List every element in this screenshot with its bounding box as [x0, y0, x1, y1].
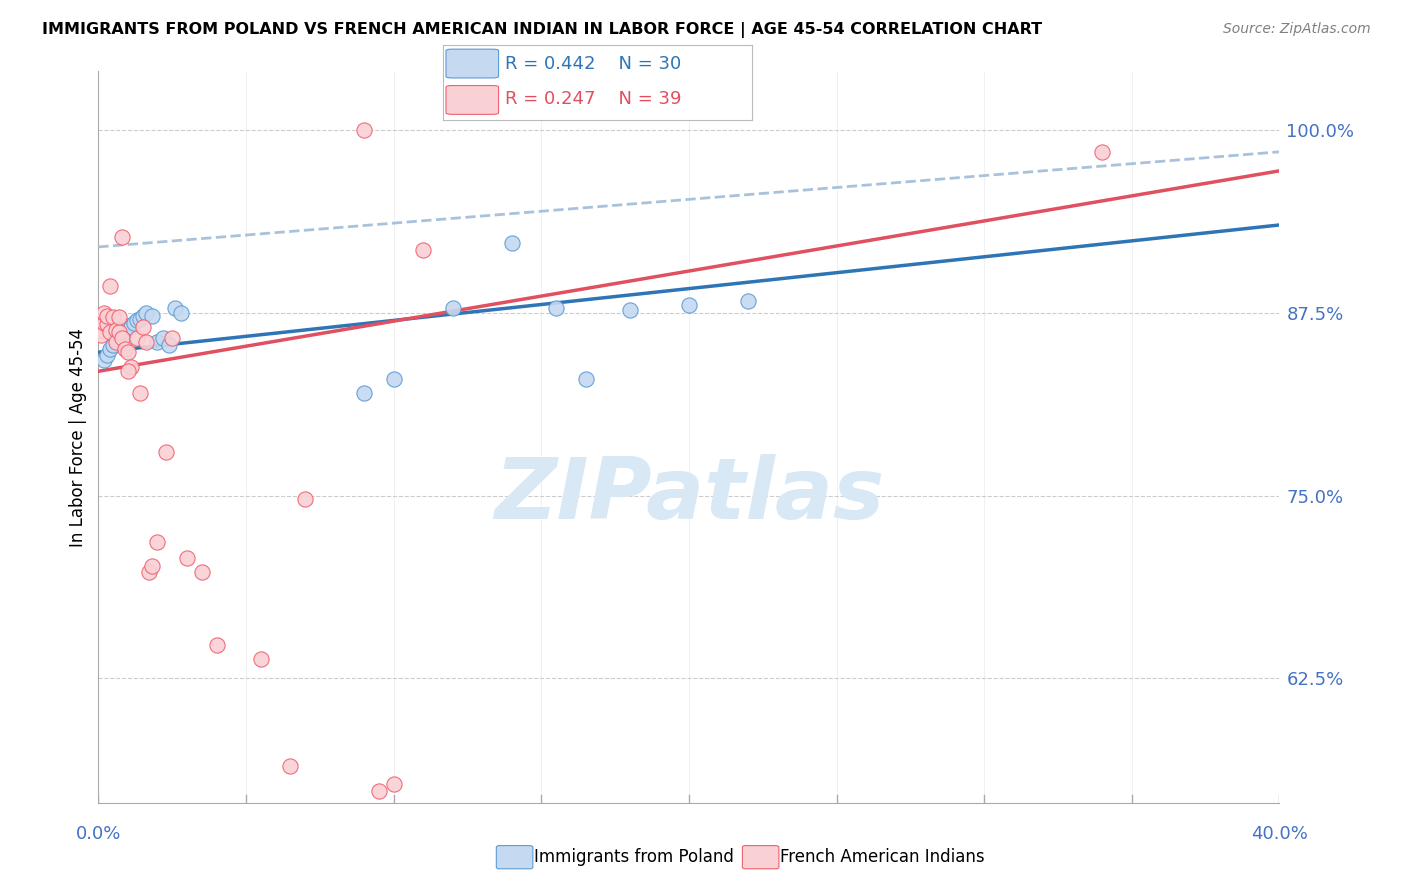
Point — [353, 123, 375, 137]
Point — [98, 343, 121, 357]
FancyBboxPatch shape — [446, 86, 499, 114]
Point — [108, 325, 131, 339]
Point — [152, 330, 174, 344]
Point — [108, 327, 131, 342]
Text: ZIPatlas: ZIPatlas — [494, 454, 884, 537]
Point — [162, 330, 183, 344]
Point — [96, 348, 118, 362]
Point — [117, 364, 139, 378]
Point — [93, 352, 115, 367]
Point — [146, 334, 169, 349]
Point — [103, 338, 125, 352]
Point — [117, 318, 139, 333]
Point — [111, 330, 134, 344]
Point — [105, 323, 128, 337]
Point — [138, 565, 160, 579]
Point — [546, 301, 568, 316]
Text: Source: ZipAtlas.com: Source: ZipAtlas.com — [1223, 22, 1371, 37]
Point — [294, 491, 316, 506]
Point — [90, 327, 112, 342]
Point — [114, 343, 136, 357]
Point — [368, 784, 391, 798]
Text: R = 0.247    N = 39: R = 0.247 N = 39 — [505, 90, 682, 108]
Point — [120, 320, 142, 334]
Point — [96, 318, 118, 332]
Text: Immigrants from Poland: Immigrants from Poland — [534, 848, 734, 866]
Point — [501, 235, 523, 250]
Point — [96, 309, 118, 323]
Text: 0.0%: 0.0% — [76, 825, 121, 843]
Point — [103, 310, 125, 325]
Point — [141, 558, 163, 573]
Point — [98, 325, 121, 339]
Point — [1091, 145, 1114, 159]
Point — [574, 371, 596, 385]
Point — [191, 565, 214, 579]
Point — [105, 334, 128, 349]
Point — [135, 334, 157, 349]
Point — [141, 309, 163, 323]
Point — [737, 293, 759, 308]
Point — [165, 301, 187, 316]
Point — [619, 302, 641, 317]
Point — [678, 298, 700, 312]
Point — [132, 320, 155, 334]
Point — [250, 652, 273, 666]
Text: IMMIGRANTS FROM POLAND VS FRENCH AMERICAN INDIAN IN LABOR FORCE | AGE 45-54 CORR: IMMIGRANTS FROM POLAND VS FRENCH AMERICA… — [42, 22, 1042, 38]
Point — [93, 306, 115, 320]
Point — [93, 316, 115, 330]
Point — [108, 310, 131, 325]
Point — [278, 759, 302, 773]
Point — [98, 279, 121, 293]
Point — [382, 777, 405, 791]
Point — [128, 311, 150, 326]
Point — [135, 306, 157, 320]
Point — [122, 316, 145, 330]
Point — [132, 309, 155, 323]
Y-axis label: In Labor Force | Age 45-54: In Labor Force | Age 45-54 — [69, 327, 87, 547]
Point — [90, 323, 112, 337]
Point — [125, 313, 148, 327]
Point — [155, 444, 177, 458]
Point — [128, 386, 150, 401]
Point — [117, 345, 139, 359]
Point — [412, 243, 434, 257]
Point — [441, 301, 464, 316]
Point — [111, 323, 134, 337]
Point — [205, 638, 228, 652]
Point — [105, 332, 128, 346]
Point — [120, 359, 142, 374]
FancyBboxPatch shape — [446, 49, 499, 78]
Point — [157, 338, 180, 352]
Point — [114, 325, 136, 339]
Point — [125, 330, 148, 344]
Point — [111, 229, 134, 244]
Point — [170, 306, 193, 320]
Text: 40.0%: 40.0% — [1251, 825, 1308, 843]
Point — [382, 371, 405, 385]
Point — [176, 551, 198, 566]
Point — [353, 386, 375, 401]
Text: R = 0.442    N = 30: R = 0.442 N = 30 — [505, 55, 681, 73]
Text: French American Indians: French American Indians — [780, 848, 986, 866]
Point — [146, 535, 169, 549]
